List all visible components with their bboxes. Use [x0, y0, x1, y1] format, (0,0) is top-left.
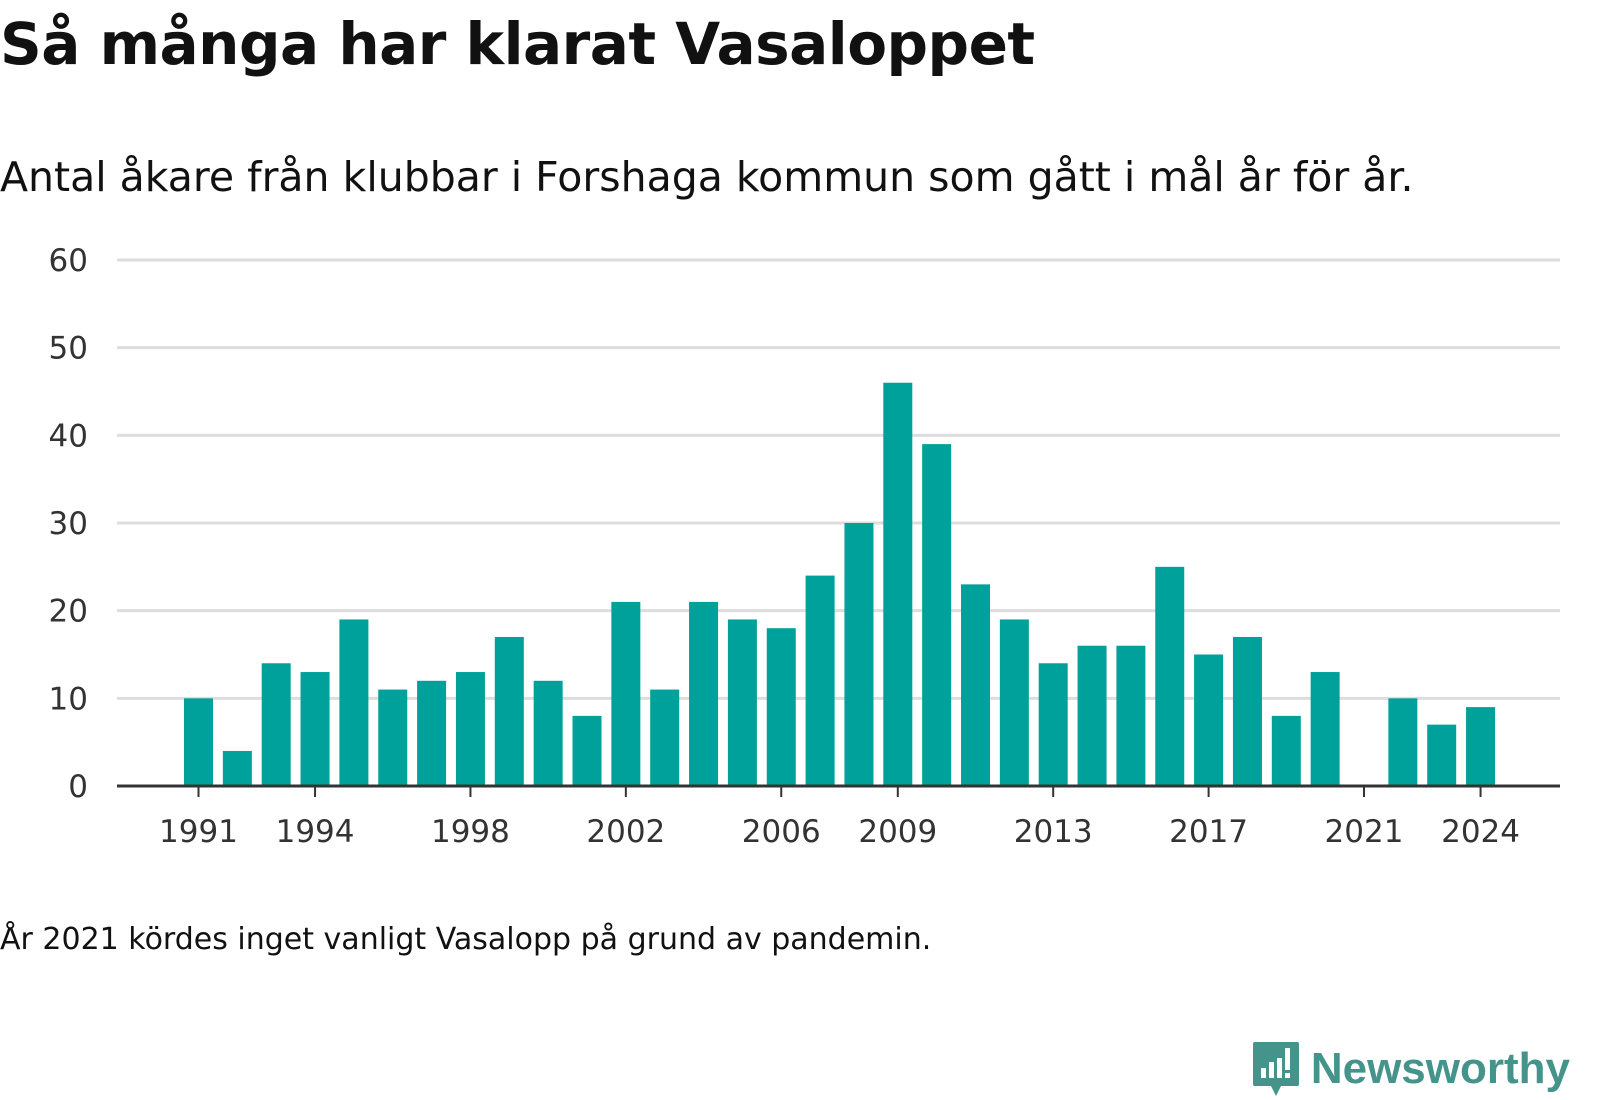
bar-2014 — [1077, 645, 1107, 786]
x-tick-label: 2017 — [1169, 814, 1248, 850]
x-tick-label: 1991 — [159, 814, 238, 850]
bar-1996 — [378, 689, 408, 786]
bar-1998 — [455, 672, 485, 786]
y-tick-label: 20 — [49, 594, 88, 630]
bar-2018 — [1232, 636, 1262, 786]
bar-2002 — [611, 601, 641, 786]
bar-2012 — [999, 619, 1029, 786]
bar-2015 — [1116, 645, 1146, 786]
bar-2001 — [572, 715, 602, 786]
bar-1995 — [339, 619, 369, 786]
y-tick-label: 10 — [49, 681, 88, 717]
y-tick-label: 40 — [49, 418, 88, 454]
y-tick-label: 50 — [49, 331, 88, 367]
x-tick-label: 1994 — [276, 814, 355, 850]
chart-subtitle: Antal åkare från klubbar i Forshaga komm… — [0, 153, 1414, 201]
bar-2010 — [922, 444, 952, 786]
footnote: År 2021 kördes inget vanligt Vasalopp på… — [0, 922, 932, 957]
bar-2007 — [805, 575, 835, 786]
bar-2022 — [1388, 698, 1418, 786]
bar-2004 — [689, 601, 719, 786]
bar-2008 — [844, 523, 874, 786]
bar-2024 — [1466, 707, 1496, 786]
bar-2019 — [1271, 715, 1301, 786]
y-tick-label: 30 — [49, 506, 88, 542]
gridlines — [117, 258, 1560, 700]
y-tick-label: 0 — [68, 769, 88, 805]
bar-2020 — [1310, 672, 1340, 786]
bar-2000 — [533, 680, 563, 786]
x-tick-label: 2013 — [1014, 814, 1093, 850]
bars — [184, 382, 1496, 786]
bar-2016 — [1155, 566, 1185, 786]
bar-2006 — [766, 628, 796, 786]
newsworthy-icon — [1252, 1042, 1299, 1096]
brand-name: Newsworthy — [1310, 1044, 1570, 1093]
x-axis: 1991 1994 1998 2002 2006 2009 2013 2017 2021 2024 — [117, 784, 1560, 850]
bar-1991 — [184, 698, 213, 786]
bar-2013 — [1038, 663, 1068, 786]
newsworthy-logo: Newsworthy — [1251, 1040, 1570, 1098]
x-tick-label: 2002 — [586, 814, 665, 850]
bar-2009 — [883, 382, 913, 786]
bar-chart: 0 10 20 30 40 50 60 1991 1994 1998 2002 2006 2009 20… — [49, 243, 1560, 850]
bar-1993 — [261, 663, 291, 786]
bar-1999 — [494, 636, 524, 786]
x-tick-label: 2009 — [858, 814, 937, 850]
bar-2005 — [727, 619, 757, 786]
bar-2003 — [650, 689, 680, 786]
x-tick-label: 2021 — [1325, 814, 1404, 850]
y-tick-label: 60 — [49, 243, 88, 279]
bar-2023 — [1427, 724, 1457, 786]
y-axis-ticks: 0 10 20 30 40 50 60 — [49, 243, 88, 805]
bar-2011 — [961, 584, 990, 786]
bar-1992 — [222, 750, 252, 786]
x-tick-label: 2006 — [742, 814, 821, 850]
x-tick-label: 1998 — [431, 814, 510, 850]
x-tick-label: 2024 — [1441, 814, 1520, 850]
bar-2017 — [1194, 654, 1224, 786]
bar-1994 — [300, 672, 330, 786]
bar-1997 — [417, 680, 447, 786]
chart-title: Så många har klarat Vasaloppet — [0, 10, 1035, 78]
